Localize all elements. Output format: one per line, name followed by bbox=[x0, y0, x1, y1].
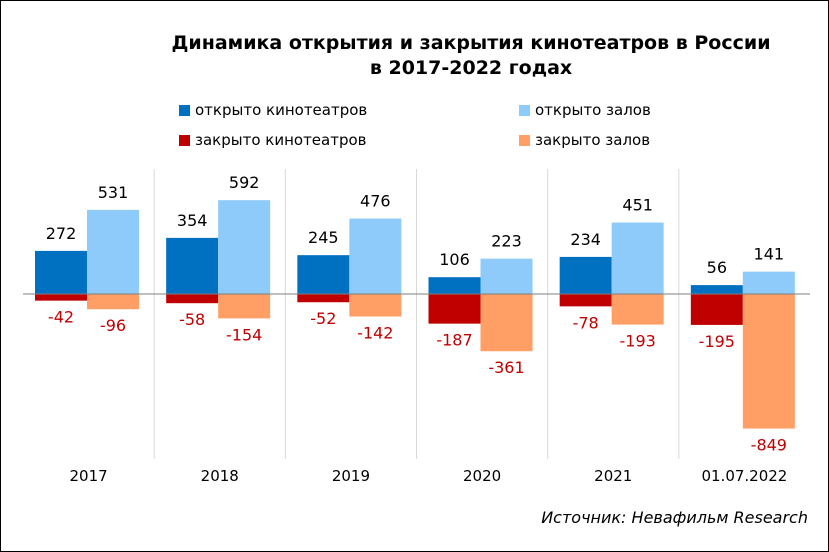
bar-closed-cinemas bbox=[35, 294, 87, 301]
category-label: 2020 bbox=[463, 467, 501, 485]
chart-title-line-1: Динамика открытия и закрытия кинотеатров… bbox=[171, 32, 771, 54]
legend-label-closed-halls: закрыто залов bbox=[535, 131, 651, 149]
data-label-closed-cinemas: -42 bbox=[48, 308, 74, 327]
data-label-closed-halls: -361 bbox=[488, 358, 524, 377]
bar-opened-cinemas bbox=[166, 237, 219, 294]
bar-closed-cinemas bbox=[690, 294, 743, 325]
legend-label-opened-cinemas: открыто кинотеатров bbox=[195, 101, 368, 119]
chart-title: Динамика открытия и закрытия кинотеатров… bbox=[131, 31, 811, 81]
legend-item-opened-halls: открыто залов bbox=[519, 101, 651, 119]
category-label: 2018 bbox=[201, 467, 239, 485]
data-label-closed-halls: -154 bbox=[226, 325, 262, 344]
data-label-closed-cinemas: -58 bbox=[179, 310, 205, 329]
data-label-closed-cinemas: -195 bbox=[699, 332, 735, 351]
data-label-closed-halls: -142 bbox=[357, 324, 393, 343]
data-label-opened-halls: 451 bbox=[622, 196, 653, 215]
bar-closed-halls bbox=[87, 294, 139, 310]
data-label-closed-halls: -849 bbox=[751, 436, 787, 455]
category-label: 01.07.2022 bbox=[701, 467, 787, 485]
bar-closed-cinemas bbox=[297, 294, 350, 303]
legend-swatch-opened-cinemas bbox=[179, 105, 190, 116]
data-label-closed-halls: -96 bbox=[100, 316, 126, 335]
bar-opened-cinemas bbox=[559, 256, 612, 294]
bar-opened-cinemas bbox=[428, 277, 481, 294]
bar-opened-halls bbox=[218, 200, 271, 294]
bar-opened-halls bbox=[611, 222, 664, 294]
legend-swatch-closed-halls bbox=[519, 135, 530, 146]
legend-label-opened-halls: открыто залов bbox=[535, 101, 651, 119]
bar-opened-halls bbox=[87, 209, 139, 294]
legend-item-opened-cinemas: открыто кинотеатров bbox=[179, 101, 367, 119]
bar-opened-halls bbox=[349, 218, 402, 294]
data-label-opened-cinemas: 106 bbox=[439, 250, 470, 269]
data-label-opened-halls: 141 bbox=[754, 245, 785, 264]
category-label: 2021 bbox=[594, 467, 632, 485]
bar-closed-halls bbox=[218, 294, 271, 319]
legend-item-closed-halls: закрыто залов bbox=[519, 131, 650, 149]
bar-opened-cinemas bbox=[35, 250, 87, 294]
data-label-opened-halls: 223 bbox=[491, 232, 522, 251]
bar-chart: 272 531 -42 -96 2017 354 592 -58 -154 2018 245 476 -… bbox=[23, 169, 810, 485]
legend-item-closed-cinemas: закрыто кинотеатров bbox=[179, 131, 367, 149]
bar-closed-cinemas bbox=[559, 294, 612, 307]
category-label: 2019 bbox=[332, 467, 370, 485]
bar-opened-halls bbox=[742, 271, 795, 294]
legend-swatch-closed-cinemas bbox=[179, 135, 190, 146]
source-note: Источник: Невафильм Research bbox=[541, 508, 808, 527]
category-label: 2017 bbox=[69, 467, 107, 485]
data-label-opened-cinemas: 245 bbox=[308, 228, 339, 247]
bar-closed-cinemas bbox=[166, 294, 219, 304]
bar-opened-cinemas bbox=[690, 285, 743, 294]
data-label-opened-halls: 592 bbox=[229, 173, 260, 192]
data-label-closed-cinemas: -78 bbox=[573, 313, 599, 332]
data-label-closed-cinemas: -187 bbox=[436, 331, 472, 350]
bar-opened-cinemas bbox=[297, 255, 350, 294]
bar-opened-halls bbox=[480, 258, 533, 294]
data-label-opened-cinemas: 56 bbox=[707, 258, 727, 277]
bar-closed-halls bbox=[349, 294, 402, 317]
legend-label-closed-cinemas: закрыто кинотеатров bbox=[195, 131, 367, 149]
bar-closed-halls bbox=[480, 294, 533, 352]
data-label-opened-halls: 476 bbox=[360, 192, 391, 211]
bar-closed-halls bbox=[742, 294, 795, 429]
data-label-opened-cinemas: 354 bbox=[177, 211, 208, 230]
data-label-opened-cinemas: 272 bbox=[46, 224, 77, 243]
data-label-closed-cinemas: -52 bbox=[310, 309, 336, 328]
bar-closed-cinemas bbox=[428, 294, 481, 324]
legend-swatch-opened-halls bbox=[519, 105, 530, 116]
data-label-opened-cinemas: 234 bbox=[570, 230, 601, 249]
chart-title-line-2: в 2017-2022 годах bbox=[369, 57, 573, 79]
bar-closed-halls bbox=[611, 294, 664, 325]
data-label-closed-halls: -193 bbox=[620, 332, 656, 351]
data-label-opened-halls: 531 bbox=[98, 183, 129, 202]
